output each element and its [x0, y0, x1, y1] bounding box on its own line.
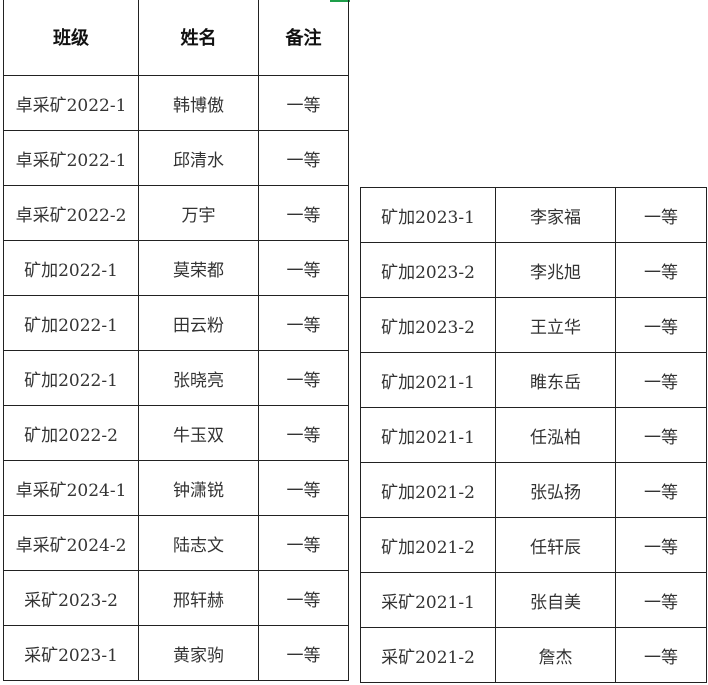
cell-name[interactable]: 詹杰: [495, 627, 616, 683]
cell-note[interactable]: 一等: [258, 570, 349, 626]
table-row: 采矿2021-2 詹杰 一等: [360, 627, 707, 683]
table-row: 矿加2022-1 田云粉 一等: [3, 295, 349, 351]
cell-class[interactable]: 采矿2023-1: [3, 625, 139, 681]
cell-class[interactable]: 矿加2022-1: [3, 295, 139, 351]
cell-note[interactable]: 一等: [258, 625, 349, 681]
table-row: 矿加2021-2 任轩辰 一等: [360, 517, 707, 573]
cell-name[interactable]: 万宇: [138, 185, 259, 241]
cell-note[interactable]: 一等: [615, 572, 707, 628]
cell-note[interactable]: 一等: [258, 460, 349, 516]
cell-name[interactable]: 韩博傲: [138, 75, 259, 131]
cell-name[interactable]: 莫荣都: [138, 240, 259, 296]
cell-note[interactable]: 一等: [615, 297, 707, 353]
award-table-left: 班级 姓名 备注 卓采矿2022-1 韩博傲 一等 卓采矿2022-1 邱清水 一等 卓采矿…: [3, 0, 349, 681]
cell-name[interactable]: 张晓亮: [138, 350, 259, 406]
table-row: 矿加2022-1 张晓亮 一等: [3, 350, 349, 406]
cell-class[interactable]: 采矿2021-2: [360, 627, 496, 683]
cell-name[interactable]: 邢轩赫: [138, 570, 259, 626]
cell-class[interactable]: 矿加2021-2: [360, 517, 496, 573]
cell-note[interactable]: 一等: [258, 515, 349, 571]
cell-name[interactable]: 李兆旭: [495, 242, 616, 298]
table-row: 矿加2021-1 任泓柏 一等: [360, 407, 707, 463]
table-row: 矿加2023-2 王立华 一等: [360, 297, 707, 353]
cell-class[interactable]: 采矿2023-2: [3, 570, 139, 626]
cell-note[interactable]: 一等: [258, 75, 349, 131]
cell-class[interactable]: 卓采矿2022-1: [3, 75, 139, 131]
cell-name[interactable]: 陆志文: [138, 515, 259, 571]
cell-name[interactable]: 任泓柏: [495, 407, 616, 463]
cell-note[interactable]: 一等: [258, 295, 349, 351]
cell-name[interactable]: 李家福: [495, 187, 616, 243]
table-row: 采矿2023-1 黄家驹 一等: [3, 625, 349, 681]
table-row: 卓采矿2022-1 邱清水 一等: [3, 130, 349, 186]
table-row: 矿加2023-2 李兆旭 一等: [360, 242, 707, 298]
table-row: 卓采矿2024-2 陆志文 一等: [3, 515, 349, 571]
cell-note[interactable]: 一等: [615, 462, 707, 518]
cell-class[interactable]: 采矿2021-1: [360, 572, 496, 628]
cell-name[interactable]: 黄家驹: [138, 625, 259, 681]
cell-name[interactable]: 牛玉双: [138, 405, 259, 461]
cell-note[interactable]: 一等: [258, 350, 349, 406]
cell-class[interactable]: 矿加2022-1: [3, 240, 139, 296]
cell-class[interactable]: 矿加2022-2: [3, 405, 139, 461]
cell-note[interactable]: 一等: [258, 130, 349, 186]
cell-name[interactable]: 王立华: [495, 297, 616, 353]
cell-class[interactable]: 矿加2023-2: [360, 297, 496, 353]
table-row: 采矿2021-1 张自美 一等: [360, 572, 707, 628]
cell-name[interactable]: 睢东岳: [495, 352, 616, 408]
table-row: 矿加2021-1 睢东岳 一等: [360, 352, 707, 408]
cell-class[interactable]: 卓采矿2022-1: [3, 130, 139, 186]
cell-class[interactable]: 矿加2021-1: [360, 352, 496, 408]
cell-class[interactable]: 矿加2023-1: [360, 187, 496, 243]
cell-note[interactable]: 一等: [615, 352, 707, 408]
cell-class[interactable]: 矿加2022-1: [3, 350, 139, 406]
table-row: 卓采矿2022-2 万宇 一等: [3, 185, 349, 241]
cell-note[interactable]: 一等: [615, 407, 707, 463]
cell-name[interactable]: 张自美: [495, 572, 616, 628]
table-row: 矿加2021-2 张弘扬 一等: [360, 462, 707, 518]
cell-name[interactable]: 任轩辰: [495, 517, 616, 573]
cell-note[interactable]: 一等: [615, 187, 707, 243]
table-row: 矿加2022-1 莫荣都 一等: [3, 240, 349, 296]
cell-class[interactable]: 矿加2023-2: [360, 242, 496, 298]
table-row: 采矿2023-2 邢轩赫 一等: [3, 570, 349, 626]
table-row: 矿加2022-2 牛玉双 一等: [3, 405, 349, 461]
cell-name[interactable]: 田云粉: [138, 295, 259, 351]
cell-note[interactable]: 一等: [258, 185, 349, 241]
award-table-right: 矿加2023-1 李家福 一等 矿加2023-2 李兆旭 一等 矿加2023-2 王立华 一等矿…: [360, 187, 707, 683]
cell-class[interactable]: 卓采矿2022-2: [3, 185, 139, 241]
cell-class[interactable]: 矿加2021-1: [360, 407, 496, 463]
cell-note[interactable]: 一等: [258, 405, 349, 461]
cell-name[interactable]: 张弘扬: [495, 462, 616, 518]
header-note: 备注: [258, 0, 349, 76]
cell-class[interactable]: 卓采矿2024-2: [3, 515, 139, 571]
cell-class[interactable]: 卓采矿2024-1: [3, 460, 139, 516]
cell-note[interactable]: 一等: [615, 517, 707, 573]
cell-note[interactable]: 一等: [615, 627, 707, 683]
header-name: 姓名: [138, 0, 259, 76]
header-row: 班级 姓名 备注: [3, 0, 349, 76]
cell-note[interactable]: 一等: [258, 240, 349, 296]
cell-name[interactable]: 钟潇锐: [138, 460, 259, 516]
cell-name[interactable]: 邱清水: [138, 130, 259, 186]
cell-class[interactable]: 矿加2021-2: [360, 462, 496, 518]
table-row: 卓采矿2024-1 钟潇锐 一等: [3, 460, 349, 516]
cell-note[interactable]: 一等: [615, 242, 707, 298]
header-class: 班级: [3, 0, 139, 76]
table-row: 矿加2023-1 李家福 一等: [360, 187, 707, 243]
table-row: 卓采矿2022-1 韩博傲 一等: [3, 75, 349, 131]
